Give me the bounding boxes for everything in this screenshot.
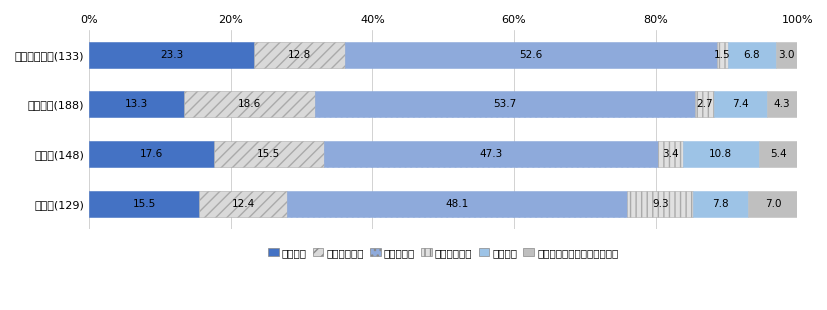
Bar [748,191,797,217]
Bar [89,42,254,68]
Text: 53.7: 53.7 [493,100,516,109]
Bar [286,191,627,217]
Bar [716,42,727,68]
Text: 7.8: 7.8 [711,199,729,209]
Text: 48.1: 48.1 [445,199,468,209]
Bar [766,91,796,117]
Bar [254,42,345,68]
Bar [315,91,695,117]
Bar [714,91,766,117]
Text: 3.0: 3.0 [777,50,794,60]
Text: 7.0: 7.0 [764,199,781,209]
Text: 3.4: 3.4 [662,149,678,159]
Bar [775,42,796,68]
Bar [184,91,315,117]
Bar [89,141,213,167]
Text: 5.4: 5.4 [769,149,786,159]
Text: 4.3: 4.3 [772,100,789,109]
Bar [323,141,657,167]
Bar [89,191,198,217]
Bar [692,191,748,217]
Text: 6.8: 6.8 [743,50,759,60]
Text: 12.4: 12.4 [231,199,254,209]
Bar [627,191,692,217]
Text: 17.6: 17.6 [140,149,163,159]
Text: 15.5: 15.5 [132,199,155,209]
Bar [657,141,681,167]
Text: 15.5: 15.5 [257,149,280,159]
Text: 1.5: 1.5 [714,50,730,60]
Text: 13.3: 13.3 [125,100,148,109]
Bar [695,91,714,117]
Text: 10.8: 10.8 [708,149,731,159]
Legend: 悪化した, やや悪化した, 変わらない, 少し回復した, 回復した, おぼえていない、わからない: 悪化した, やや悪化した, 変わらない, 少し回復した, 回復した, おぼえてい… [264,244,622,262]
Bar [198,191,286,217]
Text: 2.7: 2.7 [696,100,712,109]
Bar [758,141,796,167]
Bar [681,141,758,167]
Bar [89,91,184,117]
Text: 12.8: 12.8 [288,50,311,60]
Text: 7.4: 7.4 [731,100,748,109]
Bar [213,141,323,167]
Text: 52.6: 52.6 [519,50,542,60]
Bar [345,42,716,68]
Bar [727,42,775,68]
Text: 9.3: 9.3 [651,199,667,209]
Text: 47.3: 47.3 [479,149,502,159]
Text: 23.3: 23.3 [160,50,184,60]
Text: 18.6: 18.6 [237,100,261,109]
